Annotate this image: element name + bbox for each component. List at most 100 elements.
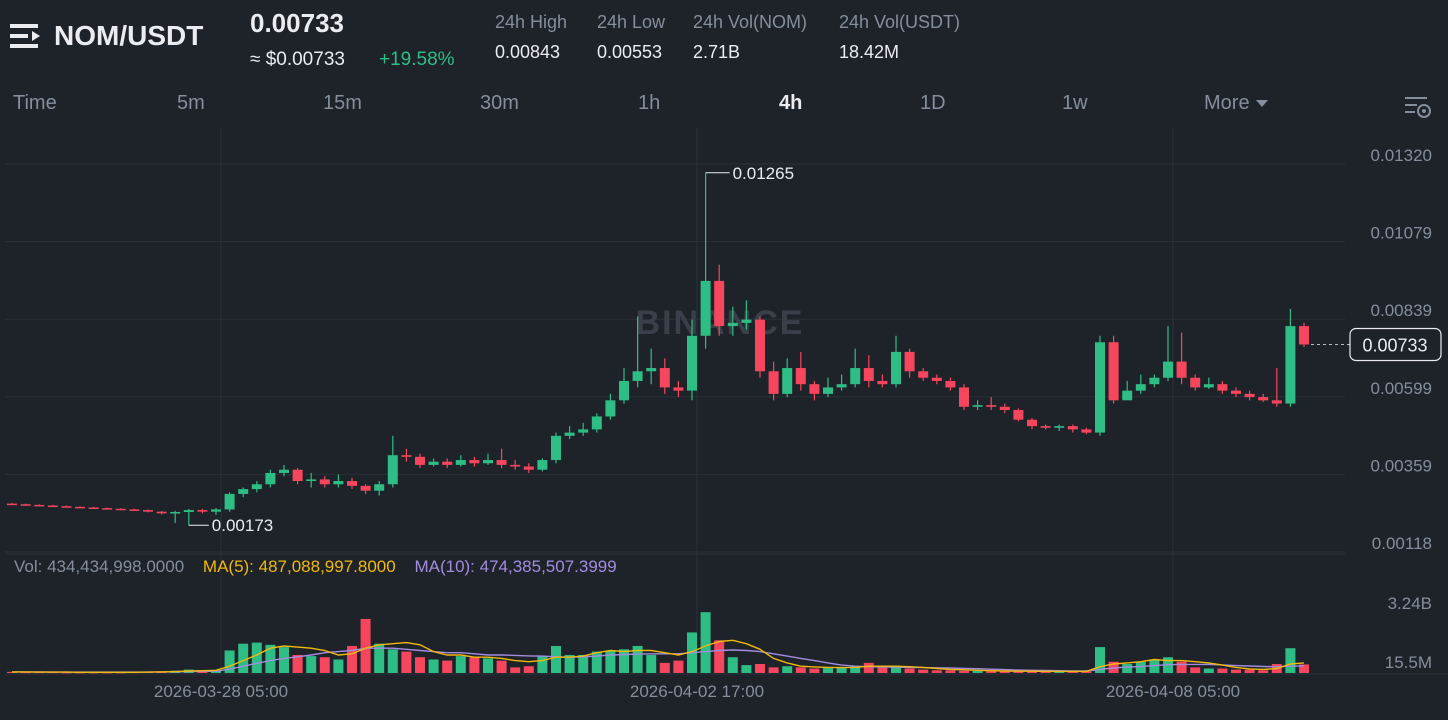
volume-bar [795,667,806,673]
volume-bar [469,657,480,673]
candle-body [455,460,466,465]
volume-bar [1040,671,1051,673]
candle-body [1081,429,1092,433]
volume-bar [551,645,561,673]
candle-body [510,464,521,467]
candle-body [115,508,126,511]
volume-bar [972,670,983,673]
candle-body [251,484,262,490]
volume-bar [1067,671,1078,673]
candle-body [347,481,357,486]
interval-tabs: Time 5m 15m 30m 1h 4h 1D 1w More [0,88,1448,122]
candle-body [850,368,861,385]
candle-body [673,387,684,391]
volume-bar [251,642,262,673]
candle-body [605,400,616,417]
time-tick-label: 2026-04-08 05:00 [1106,682,1240,701]
candle-body [1013,410,1024,420]
candle-body [918,371,929,378]
tab-more[interactable]: More [1204,92,1268,115]
candle-body [755,319,765,372]
volume-bar [401,651,412,673]
candle-body [170,512,181,514]
tab-5m[interactable]: 5m [177,92,205,114]
volume-bar [700,612,711,673]
tab-4h[interactable]: 4h [779,92,803,114]
candle-body [1054,426,1065,428]
volume-bar [904,668,915,673]
candle-body [129,509,140,511]
tab-1d[interactable]: 1D [920,92,946,114]
candle-body [904,351,915,372]
volume-bar [319,657,330,673]
volume-bar [510,667,521,673]
candle-body [986,405,997,407]
candle-body [1231,390,1241,394]
volume-bar [1013,671,1024,673]
candle-body [523,466,534,470]
candle-body [1203,384,1214,388]
volume-bar [959,670,969,673]
volume-bar [632,645,643,673]
candle-body [1217,384,1228,391]
tab-1h[interactable]: 1h [638,92,661,114]
volume-bar [659,662,670,673]
volume-bar [945,670,956,673]
volume-bar [1203,668,1214,673]
candle-body [1095,342,1105,433]
price-tick-label: 0.01079 [1371,224,1432,243]
candle-body [959,387,969,407]
stat-label-24h-vol-usdt: 24h Vol(USDT) [839,12,961,32]
candle-body [238,489,249,494]
candle-body [156,511,167,514]
volume-bar [918,669,929,673]
volume-bar [850,666,861,673]
candle-body [183,510,194,513]
candle-body [836,384,847,388]
stat-value-24h-vol-usdt: 18.42M [839,42,900,62]
approx-usd-price: ≈ $0.00733 [250,49,345,70]
candle-body [428,461,439,465]
volume-bar [1176,661,1187,673]
volume-bar [836,667,847,673]
volume-bar [1190,667,1201,673]
volume-bar [1054,671,1065,673]
candle-body [496,460,507,465]
candle-body [551,435,561,461]
volume-bar [931,670,942,673]
volume-bar [279,647,289,673]
pair-title[interactable]: NOM/USDT [54,20,204,51]
volume-bar [578,654,589,673]
volume-bar [591,651,602,673]
tab-time[interactable]: Time [13,92,57,114]
volume-bar [755,663,765,673]
candle-body [687,335,697,391]
candle-body [999,406,1010,411]
volume-bar [292,654,303,673]
tab-15m[interactable]: 15m [323,92,362,114]
candle-body [1122,390,1133,401]
candle-body [102,508,113,510]
chart-settings-icon[interactable] [1403,94,1433,120]
volume-bar [673,660,684,673]
tab-30m[interactable]: 30m [480,92,519,114]
stat-value-24h-low: 0.00553 [597,42,663,62]
volume-bar [415,657,425,673]
volume-bar [714,640,725,673]
candle-body [1176,361,1187,378]
volume-bar [768,667,779,673]
candle-body [306,479,317,482]
menu-icon[interactable] [10,22,42,50]
candle-body [1135,384,1146,391]
candle-body [1040,426,1051,428]
candle-body [795,368,806,385]
time-tick-label: 2026-03-28 05:00 [154,682,288,701]
volume-bar [224,650,235,673]
price-tick-label: 0.00599 [1371,379,1432,398]
stat-label-24h-vol-nom: 24h Vol(NOM) [693,12,808,32]
candle-body [741,319,752,323]
tab-1w[interactable]: 1w [1062,92,1088,114]
candle-body [727,322,738,327]
candle-body [265,472,276,485]
